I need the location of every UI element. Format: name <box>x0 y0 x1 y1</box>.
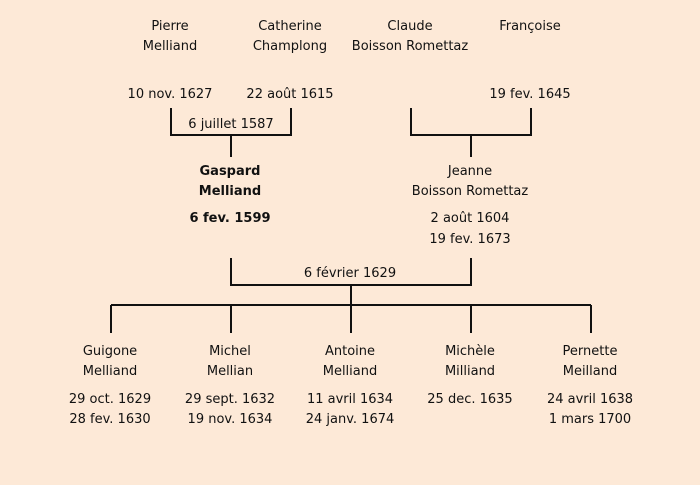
first-name: Gaspard <box>199 164 261 179</box>
date: 11 avril 1634 <box>306 392 394 407</box>
date: 24 janv. 1674 <box>305 412 395 427</box>
date: 25 dec. 1635 <box>427 392 513 407</box>
first-name: Françoise <box>499 19 561 34</box>
grandparents-right-bracket <box>410 108 532 157</box>
first-name: Antoine <box>324 344 376 359</box>
date: 22 août 1615 <box>246 87 334 102</box>
date: 1 mars 1700 <box>548 412 632 427</box>
date: 6 fev. 1599 <box>189 211 271 226</box>
last-name: Melliand <box>198 184 262 199</box>
last-name: Boisson Romettaz <box>411 184 529 199</box>
date: 10 nov. 1627 <box>127 87 213 102</box>
last-name: Melliand <box>322 364 378 379</box>
last-name: Meilland <box>562 364 618 379</box>
grandparents-left-bracket <box>170 108 292 157</box>
date: 29 oct. 1629 <box>68 392 152 407</box>
date: 19 fev. 1673 <box>429 232 511 247</box>
date: 19 fev. 1645 <box>489 87 571 102</box>
last-name: Champlong <box>252 39 328 54</box>
first-name: Michel <box>209 344 251 359</box>
marriage-date: 6 juillet 1587 <box>188 117 274 132</box>
first-name: Catherine <box>258 19 322 34</box>
last-name: Boisson Romettaz <box>351 39 469 54</box>
marriage-date: 6 février 1629 <box>303 266 397 281</box>
date: 2 août 1604 <box>430 211 510 226</box>
parents-bracket <box>230 258 472 305</box>
first-name: Pierre <box>151 19 189 34</box>
first-name: Michèle <box>445 344 495 359</box>
last-name: Melliand <box>82 364 138 379</box>
first-name: Guigone <box>82 344 138 359</box>
date: 24 avril 1638 <box>546 392 634 407</box>
date: 19 nov. 1634 <box>187 412 273 427</box>
last-name: Milliand <box>444 364 496 379</box>
first-name: Pernette <box>562 344 618 359</box>
date: 28 fev. 1630 <box>69 412 151 427</box>
date: 29 sept. 1632 <box>184 392 276 407</box>
children-bar <box>110 304 592 333</box>
first-name: Claude <box>387 19 433 34</box>
last-name: Melliand <box>142 39 198 54</box>
last-name: Mellian <box>206 364 254 379</box>
first-name: Jeanne <box>447 164 493 179</box>
